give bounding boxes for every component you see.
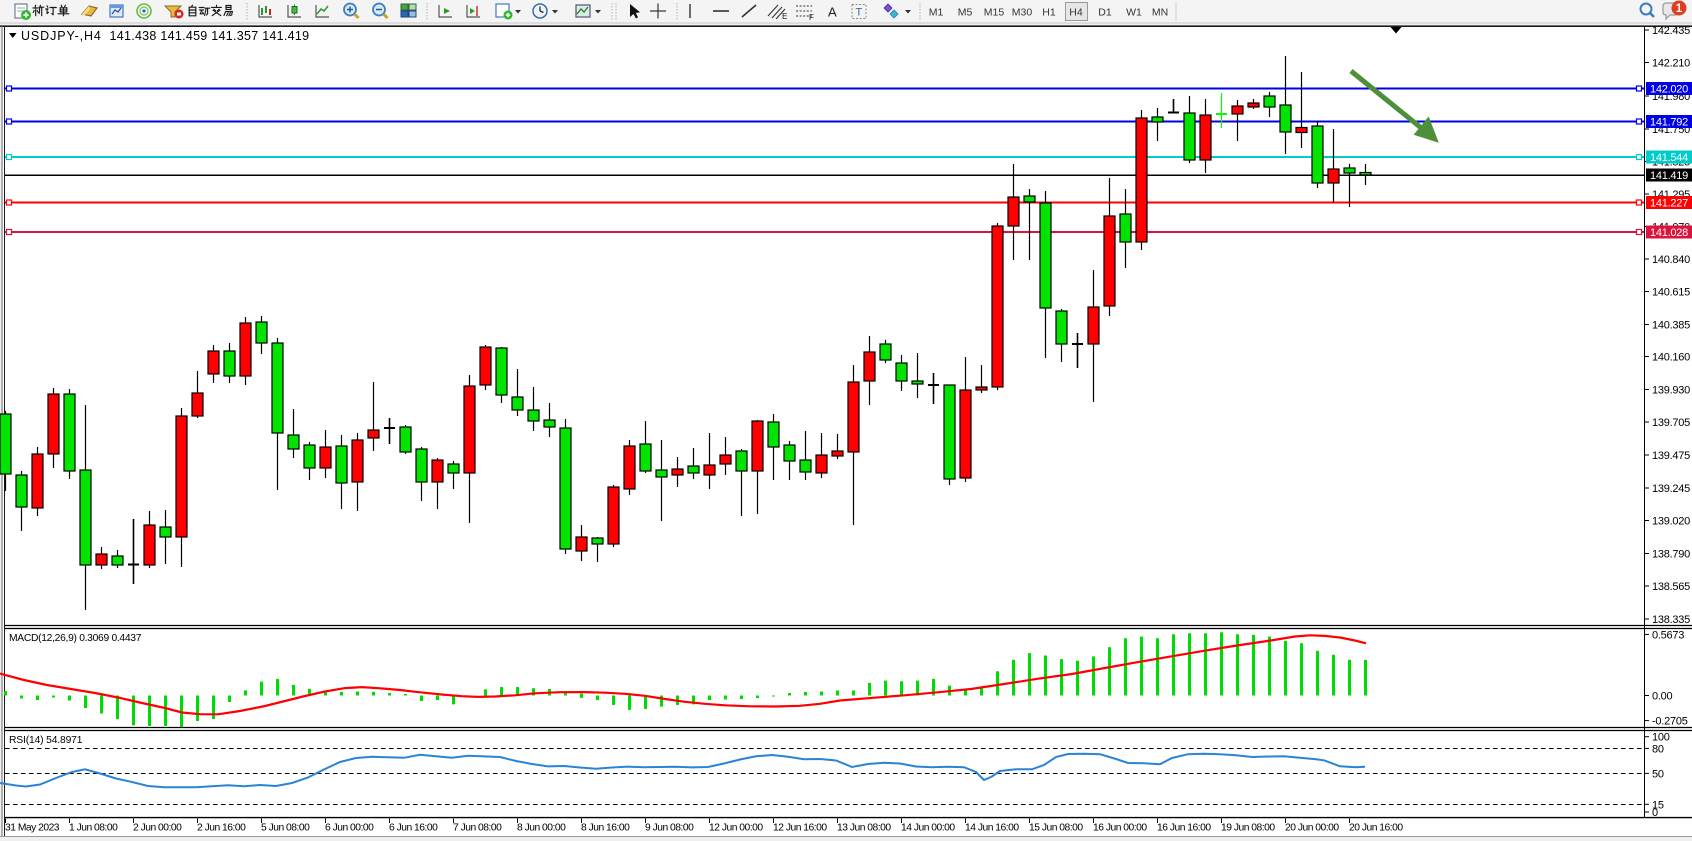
svg-text:H4: H4 — [1069, 7, 1083, 19]
svg-text:RSI(14) 54.8971: RSI(14) 54.8971 — [9, 735, 83, 746]
svg-text:-0.2705: -0.2705 — [1652, 716, 1688, 728]
svg-text:141.419: 141.419 — [1650, 170, 1688, 182]
svg-text:M1: M1 — [929, 7, 944, 19]
svg-text:0.00: 0.00 — [1652, 691, 1673, 703]
svg-text:D1: D1 — [1098, 7, 1112, 19]
svg-text:140.160: 140.160 — [1652, 352, 1690, 364]
svg-text:139.020: 139.020 — [1652, 516, 1690, 528]
svg-text:F: F — [809, 13, 814, 22]
svg-text:139.245: 139.245 — [1652, 483, 1690, 495]
svg-text:W1: W1 — [1126, 7, 1142, 19]
svg-text:15: 15 — [1652, 799, 1664, 811]
svg-text:0.5673: 0.5673 — [1652, 629, 1684, 641]
svg-text:140.615: 140.615 — [1652, 287, 1690, 299]
svg-text:12 Jun 16:00: 12 Jun 16:00 — [773, 823, 827, 834]
svg-text:20 Jun 00:00: 20 Jun 00:00 — [1285, 823, 1339, 834]
svg-text:100: 100 — [1652, 732, 1670, 744]
svg-text:15 Jun 08:00: 15 Jun 08:00 — [1029, 823, 1083, 834]
svg-text:80: 80 — [1652, 743, 1664, 755]
svg-text:7 Jun 08:00: 7 Jun 08:00 — [453, 823, 502, 834]
svg-text:1 Jun 08:00: 1 Jun 08:00 — [69, 823, 118, 834]
svg-text:MN: MN — [1152, 7, 1168, 19]
svg-text:2 Jun 16:00: 2 Jun 16:00 — [197, 823, 246, 834]
svg-text:141.544: 141.544 — [1650, 152, 1688, 164]
svg-text:138.565: 138.565 — [1652, 581, 1690, 593]
svg-text:142.020: 142.020 — [1650, 84, 1688, 96]
svg-text:T: T — [856, 7, 863, 19]
svg-text:141.227: 141.227 — [1650, 198, 1688, 210]
svg-text:H1: H1 — [1042, 7, 1056, 19]
svg-text:139.475: 139.475 — [1652, 450, 1690, 462]
svg-text:6 Jun 16:00: 6 Jun 16:00 — [389, 823, 438, 834]
svg-text:M5: M5 — [958, 7, 973, 19]
svg-text:12 Jun 00:00: 12 Jun 00:00 — [709, 823, 763, 834]
svg-text:140.385: 140.385 — [1652, 320, 1690, 332]
svg-text:A: A — [828, 5, 837, 20]
svg-text:138.790: 138.790 — [1652, 549, 1690, 561]
svg-text:MACD(12,26,9) 0.3069 0.4437: MACD(12,26,9) 0.3069 0.4437 — [9, 633, 142, 644]
svg-text:8 Jun 00:00: 8 Jun 00:00 — [517, 823, 566, 834]
svg-text:13 Jun 08:00: 13 Jun 08:00 — [837, 823, 891, 834]
svg-text:142.435: 142.435 — [1652, 25, 1690, 37]
svg-text:20 Jun 16:00: 20 Jun 16:00 — [1349, 823, 1403, 834]
svg-text:141.792: 141.792 — [1650, 117, 1688, 129]
svg-text:141.438 141.459 141.357 141.41: 141.438 141.459 141.357 141.419 — [110, 29, 310, 43]
svg-text:6 Jun 00:00: 6 Jun 00:00 — [325, 823, 374, 834]
svg-text:16 Jun 16:00: 16 Jun 16:00 — [1157, 823, 1211, 834]
svg-text:16 Jun 00:00: 16 Jun 00:00 — [1093, 823, 1147, 834]
svg-text:14 Jun 16:00: 14 Jun 16:00 — [965, 823, 1019, 834]
svg-text:142.210: 142.210 — [1652, 58, 1690, 70]
svg-text:USDJPY-,H4: USDJPY-,H4 — [21, 29, 102, 43]
svg-text:0: 0 — [1652, 807, 1658, 819]
svg-text:141.028: 141.028 — [1650, 227, 1688, 239]
svg-text:31 May 2023: 31 May 2023 — [5, 823, 60, 834]
svg-text:5 Jun 08:00: 5 Jun 08:00 — [261, 823, 310, 834]
svg-text:139.930: 139.930 — [1652, 385, 1690, 397]
svg-text:139.705: 139.705 — [1652, 417, 1690, 429]
svg-text:9 Jun 08:00: 9 Jun 08:00 — [645, 823, 694, 834]
svg-text:E: E — [782, 12, 787, 21]
svg-text:1: 1 — [1676, 3, 1683, 15]
svg-text:140.840: 140.840 — [1652, 254, 1690, 266]
svg-text:14 Jun 00:00: 14 Jun 00:00 — [901, 823, 955, 834]
svg-text:M15: M15 — [984, 7, 1005, 19]
svg-text:50: 50 — [1652, 768, 1664, 780]
svg-text:19 Jun 08:00: 19 Jun 08:00 — [1221, 823, 1275, 834]
svg-text:8 Jun 16:00: 8 Jun 16:00 — [581, 823, 630, 834]
svg-text:138.335: 138.335 — [1652, 614, 1690, 626]
svg-text:M30: M30 — [1012, 7, 1033, 19]
svg-text:2 Jun 00:00: 2 Jun 00:00 — [133, 823, 182, 834]
